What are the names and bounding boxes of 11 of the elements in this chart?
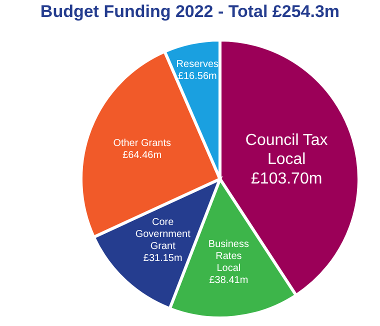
slice-label: Other Grants: [113, 138, 172, 149]
slice-label: Council Tax Local: [245, 131, 328, 168]
data-label: £64.46m: [122, 150, 162, 161]
slice-label: Business Rates Local: [208, 238, 249, 274]
data-label: £31.15m: [143, 252, 182, 264]
data-label: £103.70m: [251, 170, 322, 187]
slice-label: Core Government Grant: [135, 216, 191, 252]
chart-title: Budget Funding 2022 - Total £254.3m: [39, 2, 341, 22]
data-label: £16.56m: [178, 70, 217, 82]
slice-label: Reserves: [176, 58, 219, 70]
data-label: £38.41m: [209, 274, 248, 286]
